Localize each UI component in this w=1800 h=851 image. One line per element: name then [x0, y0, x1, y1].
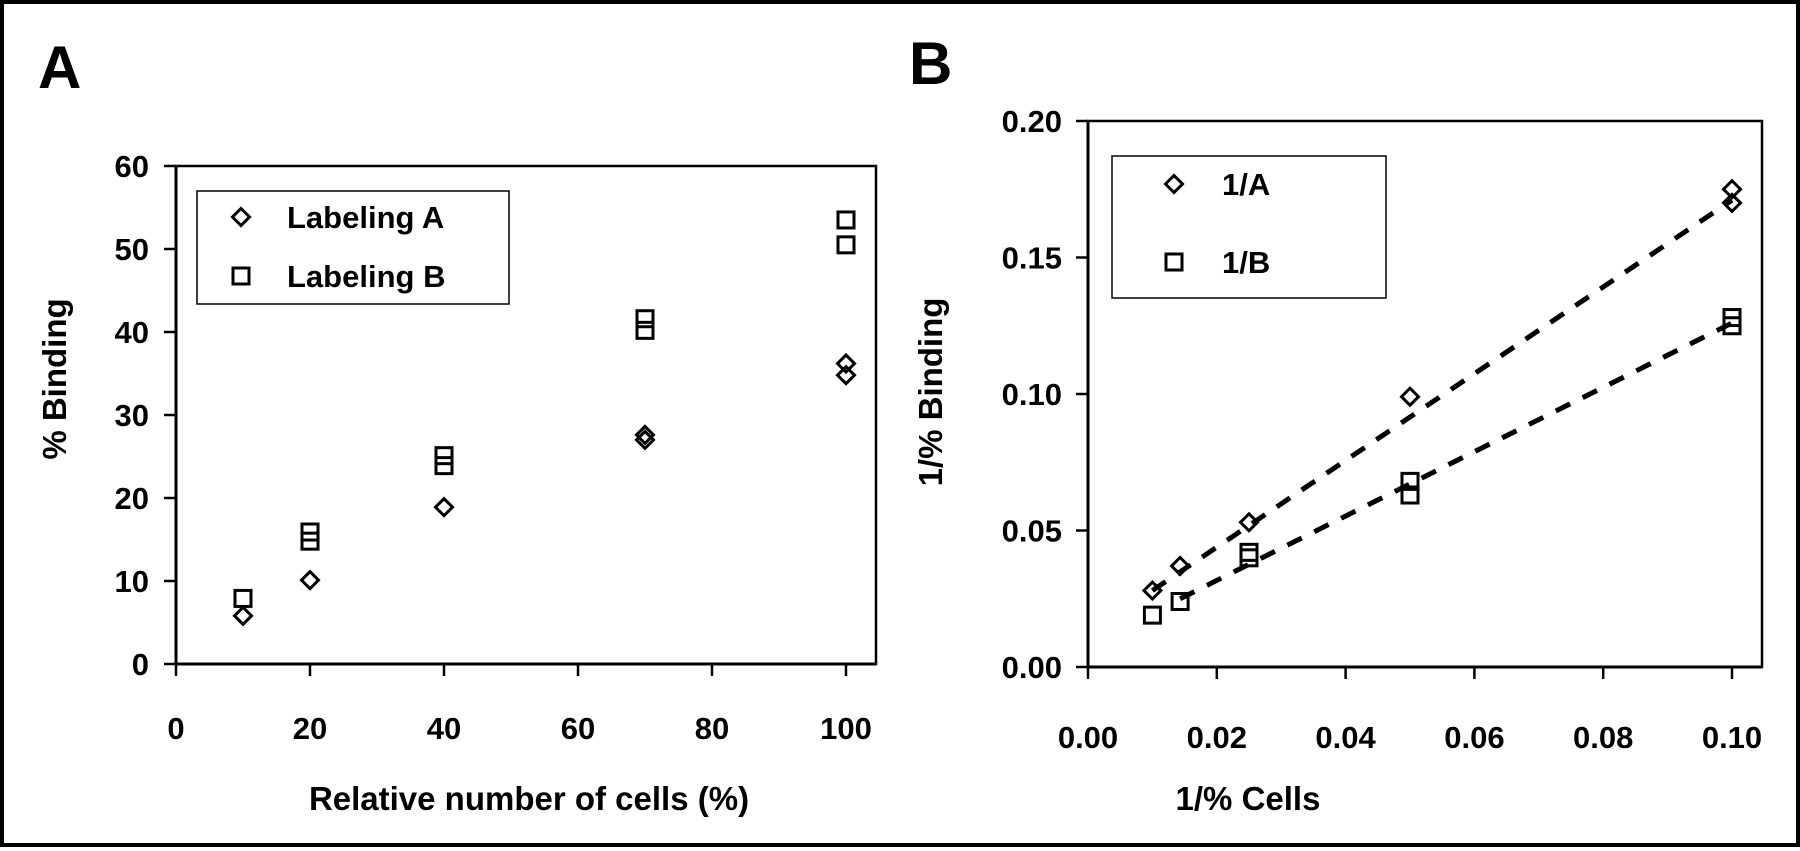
panel-a-data-point-square: [635, 320, 655, 340]
panel-b-data-point-square: [1239, 548, 1259, 568]
panel-b-y-tick-label: 0.00: [1002, 650, 1062, 685]
panel-a-letter: A: [38, 34, 81, 101]
panel-a-series-2: [233, 210, 856, 608]
panel-a-data-point-diamond: [433, 496, 455, 518]
panel-b-x-tick-label: 0.06: [1444, 720, 1504, 755]
panel-b-x-tick-label: 0.04: [1315, 720, 1376, 755]
panel-a-legend-marker-diamond: [230, 206, 252, 228]
panel-b-data-point-square: [1400, 485, 1420, 505]
panel-a-y-tick-label: 60: [115, 149, 149, 184]
panel-b-y-tick-label: 0.10: [1002, 377, 1062, 412]
panel-a-y-tick-label: 40: [115, 315, 149, 350]
panel-a-data-point-square: [300, 522, 320, 542]
panel-b-data-point-square: [1170, 591, 1190, 611]
panel-b-data-point-square: [1142, 605, 1162, 625]
panel-a-data-point-square: [233, 588, 253, 608]
panel-b-x-tick-label: 0.08: [1573, 720, 1633, 755]
panel-b-data-point-diamond: [1141, 579, 1164, 602]
panel-b: B 1/% Cells 1/% Binding 0.00 0.02 0.04 0.06…: [909, 30, 1764, 817]
panel-b-data-point-square: [1400, 471, 1420, 491]
panel-b-legend-label: 1/A: [1222, 167, 1270, 202]
panel-a-legend: Labeling A Labeling B: [196, 190, 510, 305]
panel-a-data-point-square: [836, 210, 856, 230]
panel-a-data-point-square: [434, 456, 454, 476]
panel-b-data-point-square: [1239, 542, 1259, 562]
panel-b-x-tick-label: 0.02: [1187, 720, 1247, 755]
panel-a-data-point-square: [836, 235, 856, 255]
panel-a-x-axis-title: Relative number of cells (%): [309, 780, 749, 817]
panel-b-data-point-diamond: [1399, 386, 1421, 408]
panel-a-data-point-square: [635, 309, 655, 329]
panel-b-fit-line-2: [1178, 320, 1734, 601]
panel-a-y-axis-title: % Binding: [36, 298, 73, 459]
panel-b-legend-box: [1111, 155, 1387, 299]
panel-a-x-tick-label: 60: [561, 711, 595, 746]
panel-a-y-tick-label: 10: [115, 564, 149, 599]
panel-a-y-tick-label: 20: [115, 481, 149, 516]
panel-b-x-axis-title: 1/% Cells: [1176, 780, 1321, 817]
panel-b-data-point-diamond: [1238, 511, 1260, 533]
panel-a: A Relative number of cells (%) % Binding…: [36, 34, 878, 817]
panel-b-series-2: [1142, 308, 1742, 625]
panel-b-legend: 1/A 1/B: [1111, 155, 1387, 299]
panel-a-legend-label: Labeling A: [287, 200, 444, 235]
panel-b-y-axis-title: 1/% Binding: [912, 298, 949, 487]
panel-a-data-point-diamond: [232, 605, 254, 627]
panel-b-data-point-diamond: [1721, 192, 1743, 214]
panel-b-data-point-diamond: [1721, 178, 1743, 200]
panel-a-series-1: [232, 352, 857, 627]
panel-a-x-tick-label: 80: [695, 711, 729, 746]
panel-b-letter: B: [909, 30, 952, 97]
panel-a-data-point-diamond: [835, 352, 857, 375]
panel-b-fit-line-1: [1151, 198, 1734, 593]
panel-b-y-tick-label: 0.05: [1002, 514, 1062, 549]
panel-a-legend-label: Labeling B: [287, 259, 445, 294]
panel-b-series-1: [1141, 178, 1743, 602]
panel-a-data-point-square: [434, 446, 454, 466]
panel-a-data-point-diamond: [634, 424, 656, 446]
panel-a-x-tick-label: 20: [293, 711, 327, 746]
panel-a-x-tick-label: 0: [167, 711, 184, 746]
panel-a-y-tick-label: 50: [115, 232, 149, 267]
panel-a-legend-marker-square: [231, 266, 251, 286]
panel-b-legend-marker-diamond: [1163, 173, 1185, 195]
panel-a-x-tick-label: 100: [820, 711, 872, 746]
panel-b-x-tick-label: 0.10: [1702, 720, 1762, 755]
panel-a-x-tick-label: 40: [427, 711, 461, 746]
panel-b-data-point-square: [1722, 308, 1742, 328]
panel-b-y-tick-label: 0.15: [1002, 241, 1062, 276]
panel-b-data-point-diamond: [1169, 555, 1191, 577]
panel-a-y-tick-label: 0: [132, 647, 149, 682]
panel-a-data-point-diamond: [835, 364, 857, 386]
panel-b-legend-marker-square: [1164, 252, 1184, 272]
panel-a-y-tick-label: 30: [115, 398, 149, 433]
figure-canvas: A Relative number of cells (%) % Binding…: [36, 30, 1764, 817]
panel-b-x-tick-label: 0.00: [1058, 720, 1118, 755]
panel-b-legend-label: 1/B: [1222, 245, 1270, 280]
panel-b-y-tick-label: 0.20: [1002, 104, 1062, 139]
panel-a-data-point-diamond: [299, 569, 321, 591]
